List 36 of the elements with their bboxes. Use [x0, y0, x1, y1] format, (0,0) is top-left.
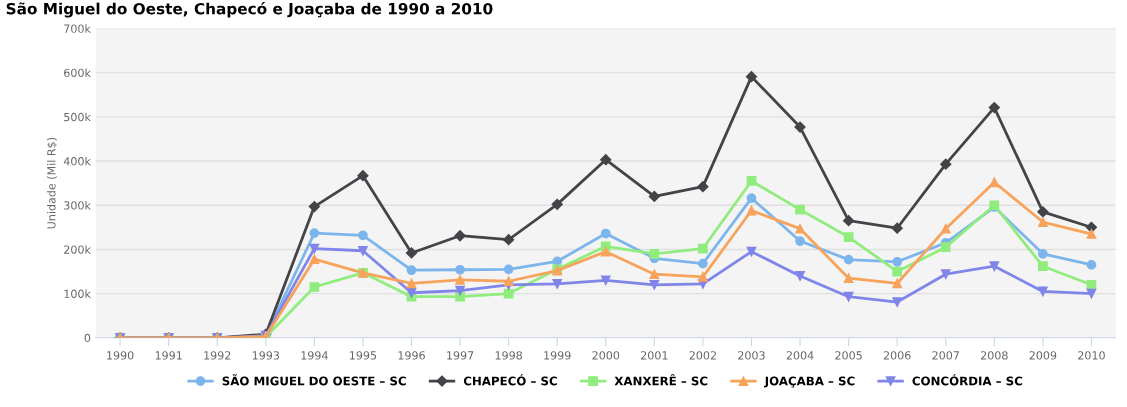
x-tick-label: 2004 [786, 351, 814, 360]
x-tick-label: 1992 [204, 351, 231, 360]
x-tick-label: 1995 [350, 351, 377, 360]
y-axis-title: Unidade (Mil R$) [46, 137, 58, 229]
legend-label: CONCÓRDIA – SC [912, 374, 1023, 386]
chart-title: São Miguel do Oeste, Chapecó e Joaçaba de 1990 a 2010 [6, 2, 493, 18]
y-tick-label: 100k [64, 289, 91, 298]
x-tick-label: 2008 [980, 351, 1008, 360]
legend-label: CHAPECÓ – SC [463, 374, 557, 386]
x-tick-label: 1998 [495, 351, 522, 360]
x-tick-label: 1993 [252, 351, 280, 360]
y-tick-label: 200k [64, 245, 91, 254]
x-tick-label: 2000 [592, 351, 620, 360]
legend-label: JOAÇABA – SC [764, 376, 855, 388]
x-tick-label: 2001 [641, 351, 668, 360]
x-tick-label: 2003 [738, 351, 765, 360]
x-tick-label: 2009 [1029, 351, 1057, 360]
y-tick-label: 500k [64, 112, 91, 122]
x-tick-label: 1997 [447, 351, 474, 360]
y-tick-label: 700k [64, 24, 91, 33]
x-tick-label: 2002 [689, 351, 716, 360]
x-tick-label: 2005 [835, 351, 862, 360]
y-tick-label: 600k [64, 68, 91, 78]
legend-label: SÃO MIGUEL DO OESTE – SC [222, 374, 406, 386]
legend-label: XANXERÊ – SC [614, 374, 708, 386]
y-tick-label: 300k [64, 201, 91, 210]
x-tick-label: 1991 [155, 351, 182, 360]
x-tick-label: 2007 [932, 351, 959, 360]
x-tick-label: 1996 [398, 351, 425, 360]
x-tick-label: 1999 [544, 351, 571, 360]
x-tick-label: 2010 [1078, 351, 1105, 360]
y-tick-label: 400k [63, 156, 91, 166]
y-tick-label: 0 [84, 333, 91, 343]
x-tick-label: 2006 [883, 351, 911, 360]
x-tick-label: 1990 [107, 351, 134, 360]
x-tick-label: 1994 [301, 351, 328, 360]
